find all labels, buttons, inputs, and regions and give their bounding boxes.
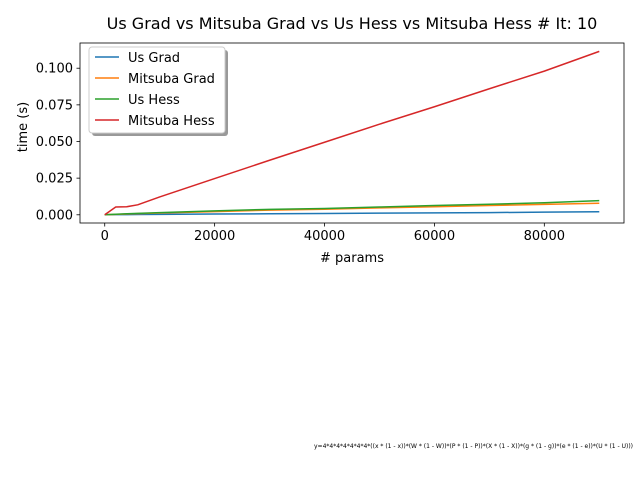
chart-title: Us Grad vs Mitsuba Grad vs Us Hess vs Mi… [107,14,598,33]
legend-label-mitsuba-hess: Mitsuba Hess [128,114,215,129]
plot-area: 0 20000 40000 60000 80000 0.000 0.025 0.050 0.07… [36,42,625,244]
y-tick-label: 0.025 [36,172,73,187]
x-tick-label: 0 [101,229,109,244]
x-axis-label: # params [320,251,384,266]
x-tick-label: 80000 [524,229,565,244]
legend-label-us-grad: Us Grad [128,51,180,66]
series-line-us-hess [104,199,600,216]
series-line-mitsuba-hess [104,50,600,216]
x-tick-label: 60000 [414,229,455,244]
y-tick-label: 0.075 [36,98,73,113]
y-tick-label: 0.100 [36,62,73,77]
x-tick-label: 20000 [194,229,235,244]
legend-box [88,46,226,134]
x-tick-label: 40000 [304,229,345,244]
axes-frame [79,42,625,224]
legend-label-mitsuba-grad: Mitsuba Grad [128,72,215,87]
y-tick-label: 0.050 [36,135,73,150]
legend: Us Grad Mitsuba Grad Us Hess Mitsuba Hess [88,46,228,136]
y-tick-label: 0.000 [36,208,73,223]
y-axis-label: time (s) [16,102,31,152]
formula-footnote: y=4*4*4*4*4*4*4*((x * (1 - x))*(W * (1 -… [314,443,633,450]
legend-label-us-hess: Us Hess [128,93,180,108]
